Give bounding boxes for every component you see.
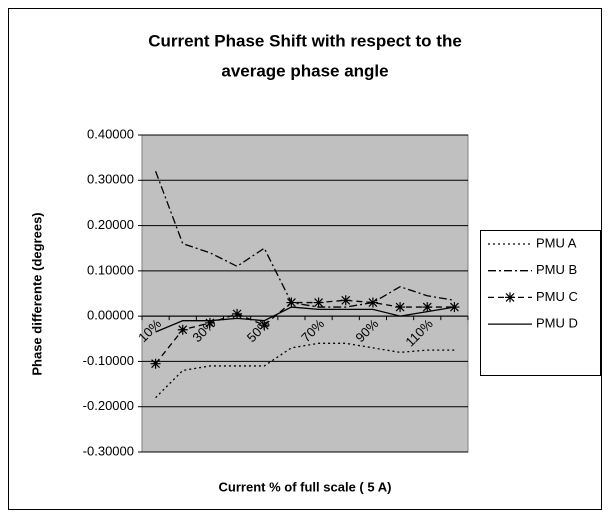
marker — [313, 297, 324, 308]
marker — [150, 358, 161, 369]
marker — [177, 324, 188, 335]
y-axis-label: Phase differente (degrees) — [29, 212, 44, 375]
plot-area — [141, 134, 469, 453]
y-tick-label: -0.10000 — [83, 353, 134, 368]
legend-label: PMU D — [536, 316, 578, 331]
y-tick-label: 0.00000 — [87, 308, 134, 323]
series-line — [155, 342, 455, 399]
legend-label: PMU C — [536, 289, 578, 304]
series-line — [154, 171, 455, 308]
y-tick-label: -0.20000 — [83, 398, 134, 413]
y-tick-label: 0.40000 — [87, 126, 134, 141]
marker — [286, 297, 297, 308]
marker — [422, 302, 433, 313]
legend — [480, 230, 601, 376]
marker — [204, 317, 215, 328]
y-tick-label: 0.20000 — [87, 217, 134, 232]
y-tick-label: -0.30000 — [83, 443, 134, 458]
legend-marker — [505, 292, 515, 303]
x-axis-label: Current % of full scale ( 5 A) — [219, 479, 392, 494]
legend-label: PMU A — [536, 235, 577, 250]
y-tick-label: 0.30000 — [87, 172, 134, 187]
chart-title: Current Phase Shift with respect to the — [148, 31, 462, 50]
y-tick-label: 0.10000 — [87, 262, 134, 277]
marker — [367, 297, 378, 308]
marker — [340, 295, 351, 306]
marker — [395, 302, 406, 313]
legend-label: PMU B — [536, 262, 577, 277]
chart-title: average phase angle — [221, 61, 388, 80]
series-line — [155, 306, 455, 333]
marker — [449, 302, 460, 313]
marker — [232, 308, 243, 319]
marker — [259, 320, 270, 331]
